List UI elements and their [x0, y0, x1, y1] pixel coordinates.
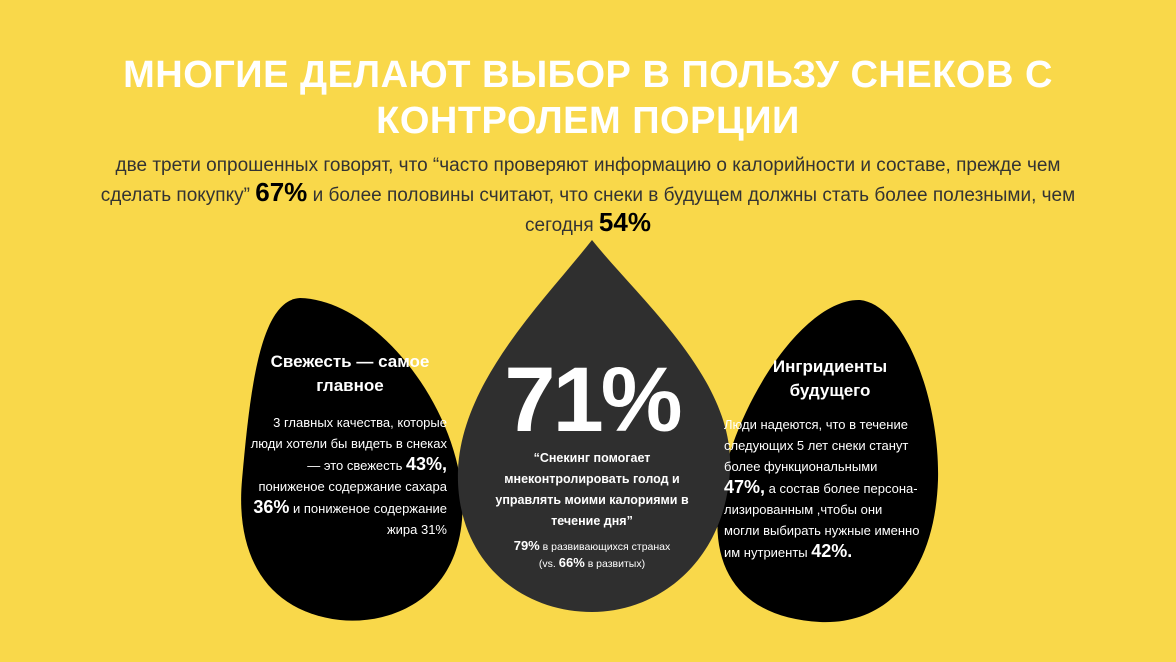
center-drop	[457, 240, 731, 612]
right-heading: Ингридиенты будущего	[772, 357, 888, 400]
center-note: 79% в развивающихся странах (vs. 66% в р…	[492, 538, 692, 572]
left-stat: 36%	[253, 497, 290, 517]
left-text: пониженое содержание сахара	[258, 479, 447, 494]
left-heading: Свежесть — самое главное	[270, 352, 430, 395]
intro-stat: 67%	[255, 177, 308, 207]
right-egg	[717, 299, 939, 623]
center-stat-small: 79%	[513, 538, 540, 553]
center-text: (vs.	[538, 558, 556, 570]
intro: две трети опрошенных говорят, что “часто…	[90, 152, 1086, 239]
center-quote: “Снекинг помогает мнеконтролировать голо…	[495, 451, 689, 528]
title: МНОГИЕ ДЕЛАЮТ ВЫБОР В ПОЛЬЗУ СНЕКОВ С КО…	[123, 54, 1053, 142]
intro-text: две трети опрошенных говорят, что “часто…	[100, 155, 1061, 206]
intro-text: и более половины считают, что снеки в бу…	[312, 185, 1076, 236]
center-text: в развитых)	[587, 558, 646, 570]
right-stat: 47%,	[724, 477, 766, 497]
left-body: 3 главных качества, которые люди хотели …	[245, 412, 447, 540]
right-text: Люди надеются, что в течение следующих 5…	[724, 417, 909, 474]
center-stat: 71%	[504, 349, 682, 451]
left-text: 3 главных качества, которые люди хотели …	[250, 415, 447, 473]
right-stat: 42%.	[811, 541, 853, 561]
intro-stat: 54%	[598, 207, 651, 237]
left-egg	[241, 298, 463, 621]
center-stat-small: 66%	[558, 555, 585, 570]
left-text: и пониженое содержание жира 31%	[293, 501, 447, 537]
right-text: а состав более персона-лизированным ,что…	[724, 481, 920, 560]
left-stat: 43%,	[405, 454, 447, 474]
center-text: в развивающихся странах	[542, 541, 671, 553]
right-body: Люди надеются, что в течение следующих 5…	[724, 414, 920, 563]
